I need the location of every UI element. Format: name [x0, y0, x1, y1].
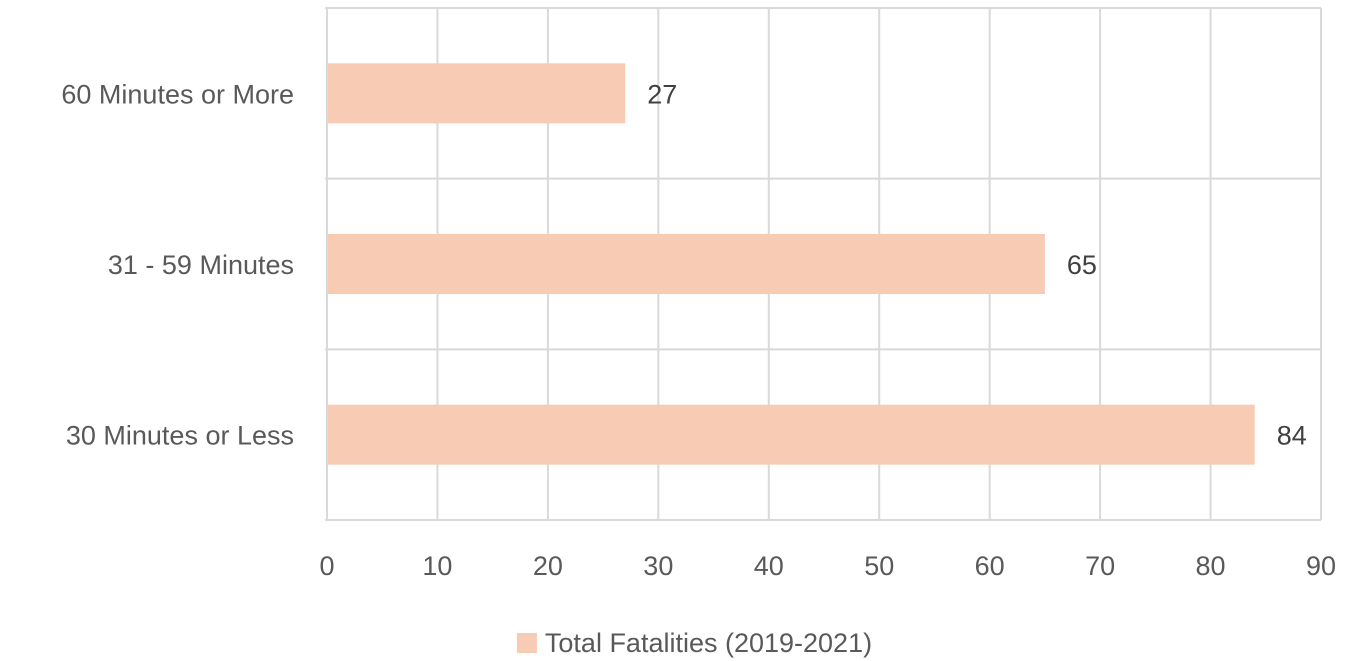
data-label: 65 [1067, 250, 1097, 280]
x-tick-label-20: 20 [533, 551, 563, 581]
x-tick-label-90: 90 [1306, 551, 1336, 581]
category-label: 31 - 59 Minutes [108, 250, 294, 280]
category-label: 60 Minutes or More [61, 79, 294, 109]
label-layer: 27 60 Minutes or More 65 31 - 59 Minutes 84 3… [61, 79, 1306, 450]
category-label: 30 Minutes or Less [66, 421, 294, 451]
bar-layer [327, 63, 1255, 465]
legend-swatch [516, 633, 537, 653]
x-tick-label-0: 0 [319, 551, 334, 581]
axis-layer: 0 10 20 30 40 50 60 70 80 90 [319, 8, 1336, 581]
x-tick-label-10: 10 [422, 551, 452, 581]
x-tick-label-30: 30 [643, 551, 673, 581]
legend: Total Fatalities (2019-2021) [516, 628, 872, 658]
data-label: 84 [1277, 421, 1307, 451]
x-tick-label-50: 50 [864, 551, 894, 581]
bar-30-minutes-or-less [327, 404, 1255, 465]
legend-label: Total Fatalities (2019-2021) [545, 628, 872, 658]
x-tick-label-40: 40 [754, 551, 784, 581]
x-tick-label-70: 70 [1085, 551, 1115, 581]
bar-31-59-minutes [327, 234, 1045, 294]
bar-60-minutes-or-more [327, 63, 626, 124]
x-tick-label-60: 60 [975, 551, 1005, 581]
data-label: 27 [647, 79, 677, 109]
x-tick-label-80: 80 [1196, 551, 1226, 581]
